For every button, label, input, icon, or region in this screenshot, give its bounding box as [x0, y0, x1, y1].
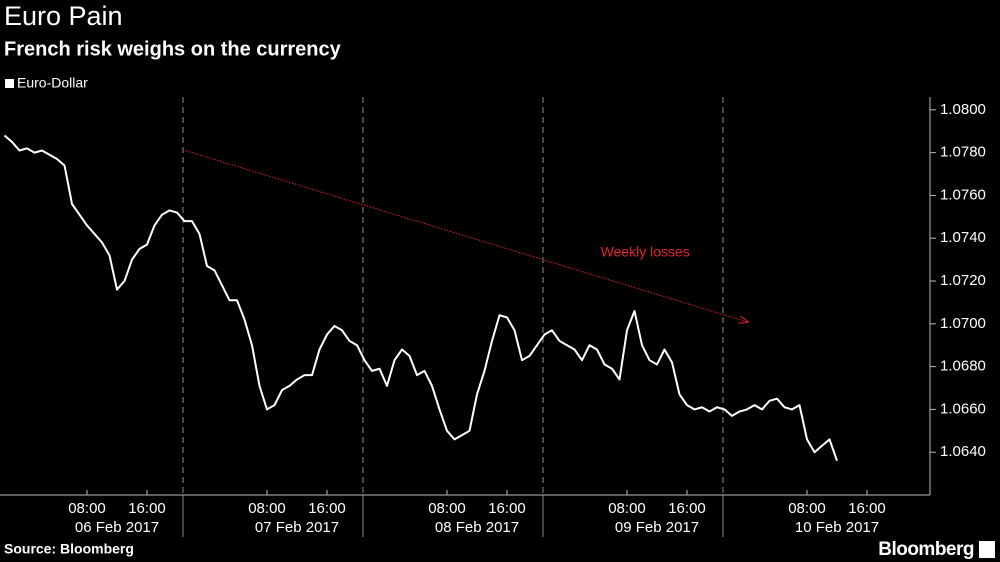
x-tick-label: 16:00 — [848, 500, 886, 517]
date-label: 06 Feb 2017 — [75, 519, 159, 536]
x-tick-label: 08:00 — [428, 500, 466, 517]
x-tick-label: 08:00 — [608, 500, 646, 517]
y-tick-label: 1.0640 — [940, 443, 986, 460]
date-label: 10 Feb 2017 — [795, 519, 879, 536]
x-tick-label: 16:00 — [128, 500, 166, 517]
x-tick-label: 08:00 — [788, 500, 826, 517]
date-label: 08 Feb 2017 — [435, 519, 519, 536]
x-tick-label: 16:00 — [488, 500, 526, 517]
x-tick-label: 08:00 — [248, 500, 286, 517]
x-tick-label: 16:00 — [308, 500, 346, 517]
y-tick-label: 1.0800 — [940, 101, 986, 118]
y-tick-label: 1.0700 — [940, 315, 986, 332]
legend-label: Euro-Dollar — [17, 75, 88, 91]
date-label: 09 Feb 2017 — [615, 519, 699, 536]
legend-swatch — [5, 79, 14, 88]
x-tick-label: 08:00 — [68, 500, 106, 517]
source: Source: Bloomberg — [4, 541, 134, 557]
y-tick-label: 1.0680 — [940, 358, 986, 375]
chart-title: Euro Pain — [4, 1, 123, 31]
x-tick-label: 16:00 — [668, 500, 706, 517]
y-tick-label: 1.0740 — [940, 229, 986, 246]
y-tick-label: 1.0760 — [940, 186, 986, 203]
y-tick-label: 1.0720 — [940, 272, 986, 289]
annotation-arrow — [182, 149, 748, 322]
date-label: 07 Feb 2017 — [255, 519, 339, 536]
series-line — [3, 134, 838, 462]
y-tick-label: 1.0660 — [940, 400, 986, 417]
brand: Bloomberg — [878, 539, 974, 560]
y-tick-label: 1.0780 — [940, 144, 986, 161]
brand-icon — [979, 541, 995, 558]
chart-subtitle: French risk weighs on the currency — [4, 38, 342, 60]
annotation-label: Weekly losses — [601, 244, 690, 260]
